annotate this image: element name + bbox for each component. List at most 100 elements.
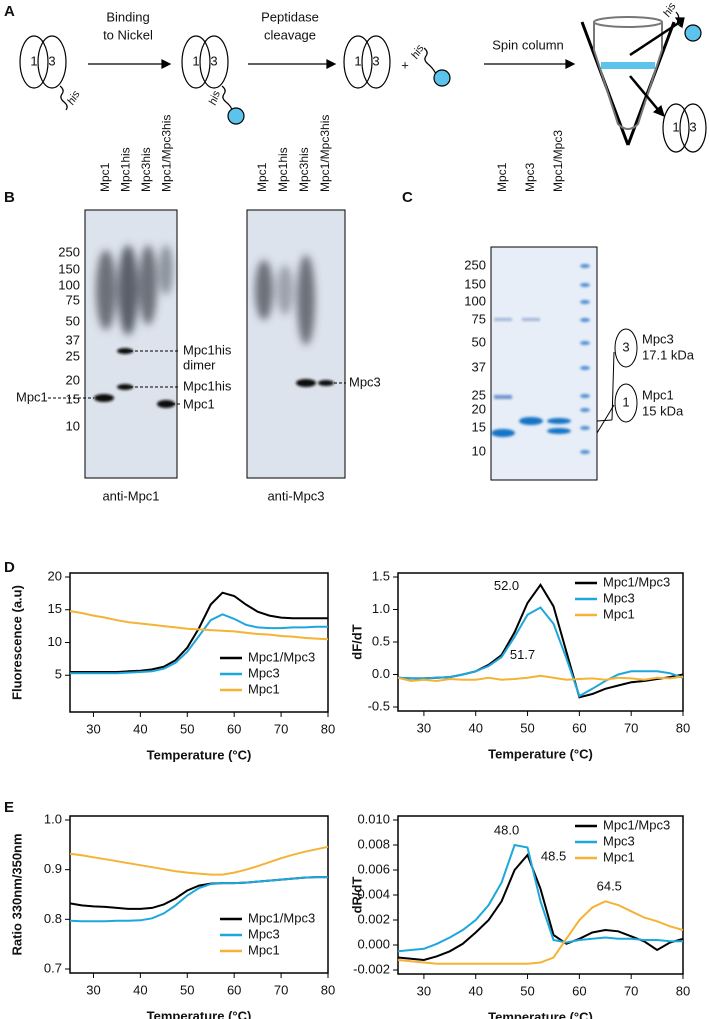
line-series (70, 613, 328, 675)
x-tick-label: 50 (520, 720, 534, 735)
marker-label: 20 (472, 401, 486, 416)
x-tick-label: 70 (274, 721, 288, 736)
step-label: to Nickel (103, 27, 153, 42)
lane-label: Mpc1/Mpc3his (318, 115, 332, 192)
peak-annotation: 51.7 (510, 647, 535, 662)
subunit (19, 35, 49, 89)
y-tick-label: -0.002 (353, 961, 390, 976)
marker-label: 37 (66, 332, 80, 347)
marker-label: 150 (58, 261, 80, 276)
resin (601, 62, 655, 69)
x-tick-label: 40 (468, 983, 482, 998)
lane-label: Mpc1 (98, 162, 112, 192)
tag-label: his (661, 0, 679, 19)
gel (490, 246, 598, 481)
band-label: Mpc1his (183, 342, 232, 357)
peak-annotation: 52.0 (494, 578, 519, 593)
panel-label: A (4, 3, 15, 20)
lane-label: Mpc3 (523, 162, 537, 192)
y-tick-label: 1.0 (372, 601, 390, 616)
plus: + (401, 57, 409, 72)
subunit (181, 35, 211, 89)
smears (96, 245, 173, 335)
subunit (361, 35, 391, 89)
x-tick-label: 70 (274, 982, 288, 997)
band-label: Mpc3 (642, 331, 674, 346)
x-tick-label: 40 (133, 982, 147, 997)
his-tag (675, 11, 683, 28)
his-tag (423, 47, 437, 75)
y-tick-label: 0.9 (44, 861, 62, 876)
blot (246, 209, 346, 479)
x-axis-label: Temperature (°C) (488, 746, 593, 761)
step-label: Binding (106, 9, 149, 24)
panel-b-annotations: Mpc1his dimer Mpc1his Mpc1 Mpc3 Mpc1 (16, 342, 381, 411)
x-tick-label: 60 (572, 720, 586, 735)
x-tick-label: 80 (321, 721, 335, 736)
legend-label: Mpc3 (603, 590, 635, 605)
x-tick-label: 40 (133, 721, 147, 736)
marker-label: 20 (66, 372, 80, 387)
bands (296, 379, 334, 387)
marker-label: 100 (58, 277, 80, 292)
legend-label: Mpc1/Mpc3 (248, 649, 315, 664)
panel-label: D (4, 559, 15, 576)
legend-label: Mpc1/Mpc3 (603, 817, 670, 832)
marker-label: 50 (66, 313, 80, 328)
x-tick-label: 50 (520, 983, 534, 998)
y-tick-label: 1.0 (44, 811, 62, 826)
lane-label: Mpc1/Mpc3 (551, 130, 565, 192)
pointer-lines (48, 350, 346, 405)
band-label: Mpc1his (183, 378, 232, 393)
marker-label: 25 (66, 348, 80, 363)
line-series (397, 843, 683, 953)
y-axis-label: dF/dT (349, 624, 364, 659)
marker-label: 100 (464, 293, 486, 308)
x-tick-label: 30 (417, 983, 431, 998)
plot-frame (69, 815, 329, 974)
y-tick-label: 0.006 (357, 861, 390, 876)
legend-label: Mpc1 (603, 849, 635, 864)
band-label: dimer (183, 357, 216, 372)
band-label: 15 kDa (642, 403, 684, 418)
line-series (397, 674, 684, 683)
y-tick-label: 0.8 (44, 911, 62, 926)
subunit-label: 3 (210, 53, 217, 68)
subunit-label: 3 (622, 339, 629, 354)
plot-frame (397, 815, 684, 975)
step-label: Peptidase (261, 9, 319, 24)
band-label: 17.1 kDa (642, 347, 695, 362)
subunit-label: 1 (672, 119, 679, 134)
subunit-label: 1 (192, 53, 199, 68)
panel-c-annotations: 3 Mpc3 17.1 kDa 1 Mpc1 15 kDa (622, 331, 694, 418)
bands (94, 348, 175, 408)
peak-annotation: 48.5 (541, 848, 566, 863)
x-tick-label: 70 (624, 720, 638, 735)
panel-label: E (4, 799, 14, 816)
y-tick-label: 0.7 (44, 960, 62, 975)
his-tag (59, 85, 68, 111)
legend-label: Mpc1 (248, 942, 280, 957)
x-tick-label: 80 (321, 982, 335, 997)
x-tick-label: 70 (624, 983, 638, 998)
legend-label: Mpc1 (248, 681, 280, 696)
legend-label: Mpc1/Mpc3 (603, 574, 670, 589)
subunit-label: 3 (372, 53, 379, 68)
peak-annotation: 64.5 (597, 879, 622, 894)
legend-label: Mpc1 (603, 606, 635, 621)
blot-caption: anti-Mpc3 (267, 488, 324, 503)
legend-label: Mpc3 (603, 833, 635, 848)
x-tick-label: 60 (572, 983, 586, 998)
subunit-label: 3 (689, 119, 696, 134)
peak-annotation: 48.0 (494, 822, 519, 837)
arrowhead (565, 59, 576, 69)
y-tick-label: 0.008 (357, 836, 390, 851)
arrowhead (161, 59, 172, 69)
subunit-label: 1 (30, 53, 37, 68)
arrow (629, 75, 661, 113)
marker-label: 250 (58, 244, 80, 259)
marker-label: 15 (66, 391, 80, 406)
y-tick-label: 0.5 (372, 633, 390, 648)
